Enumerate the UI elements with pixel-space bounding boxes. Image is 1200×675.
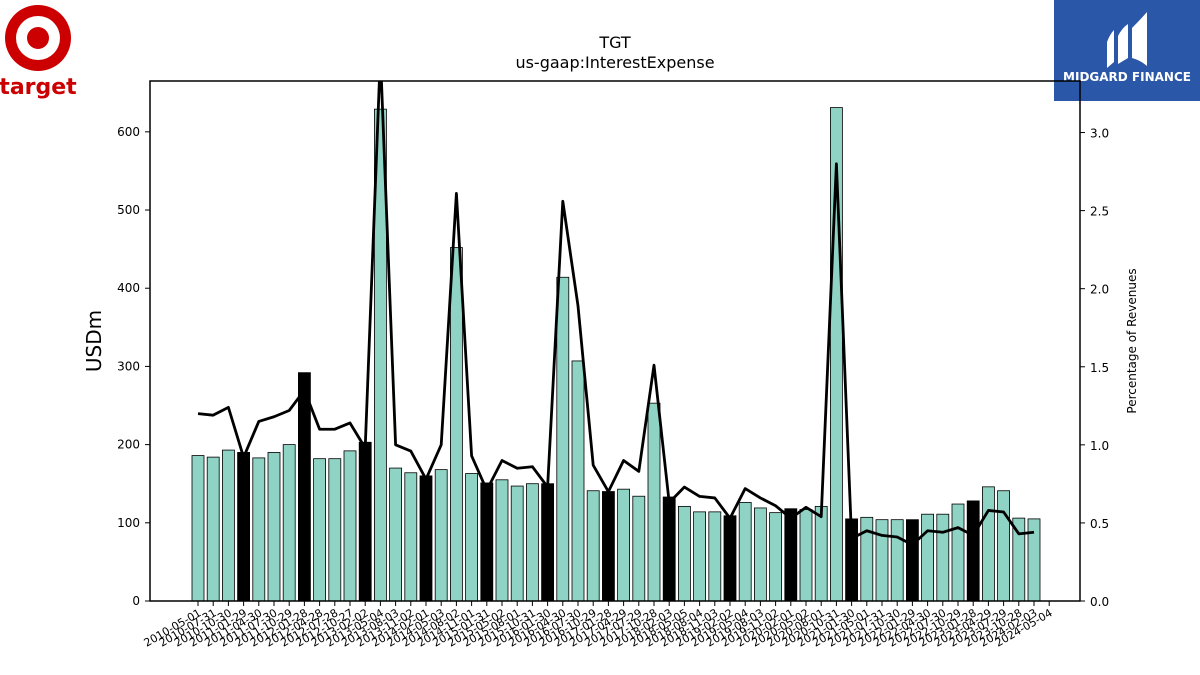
bar-2023-07-29 [997,490,1010,601]
bar-2020-08-01 [814,505,828,601]
bar-2010-10-30 [221,449,235,601]
bar-2012-01-28 [297,372,311,601]
bar-2021-10-30 [890,519,904,601]
bar-2017-01-28 [602,491,615,601]
bar-2019-11-02 [769,512,782,601]
x-axis-ticks: 2010-05-012010-07-312010-10-302011-01-29… [142,601,1055,650]
bars-layer [191,107,1041,601]
line-layer [197,81,1035,547]
y-left-tick-label: 300 [117,359,140,373]
bar-2017-07-29 [632,495,646,601]
bar-2011-10-29 [282,444,296,601]
y-left-tick-label: 400 [117,281,140,295]
y-axis-label-left: USDm [82,310,106,372]
bar-2013-05-04 [373,108,387,601]
y-right-tick-label: 2.5 [1090,205,1109,219]
bar-2010-07-31 [206,456,220,601]
bar-2010-05-01 [191,455,205,601]
target-logo: target [0,5,77,100]
bar-2015-10-31 [526,483,539,601]
bar-2018-05-05 [678,505,691,601]
bar-2022-10-29 [951,503,965,601]
midgard-logo-wordmark: MIDGARD FINANCE [1063,70,1191,84]
y-right-tick-label: 0.0 [1090,595,1109,609]
bar-2020-02-01 [784,508,798,601]
bar-2020-05-02 [799,509,813,601]
bar-2021-07-31 [875,519,889,601]
bar-2014-05-03 [434,469,448,601]
y-left-tick-label: 500 [117,203,140,217]
y-left-tick-label: 0 [132,594,140,608]
bar-2014-11-01 [465,473,479,601]
y-axis-left-ticks: 0 100 200 300 400 500 600 [117,125,150,608]
bar-2011-04-30 [252,457,266,601]
bar-2016-04-30 [556,276,570,601]
bar-2021-05-01 [860,516,874,601]
y-right-tick-label: 0.5 [1090,517,1109,531]
bar-2018-11-03 [708,511,722,601]
bar-2023-01-28 [966,500,980,601]
y-right-tick-label: 2.0 [1090,283,1109,297]
bar-2024-02-03 [1027,518,1041,601]
plot-frame [149,80,1081,602]
bar-2012-07-28 [328,458,342,601]
bar-2019-08-03 [754,507,767,601]
target-logo-bullseye [27,27,49,49]
bar-2012-10-27 [343,450,357,601]
bar-2014-08-02 [449,247,463,601]
bar-2018-02-03 [662,496,676,601]
y-axis-label-right: Percentage of Revenues [1125,268,1139,413]
y-left-tick-label: 600 [117,125,140,139]
midgard-finance-logo: MIDGARD FINANCE [1054,0,1200,101]
bar-2017-04-29 [617,488,630,601]
bar-2014-02-01 [419,475,433,601]
y-right-tick-label: 1.5 [1090,361,1109,375]
bar-2013-08-03 [389,467,403,601]
percentage-of-revenues-line [197,81,1035,547]
bar-2018-08-04 [693,511,706,601]
bar-2016-07-30 [571,360,585,601]
bar-2023-10-28 [1012,517,1026,601]
bar-2019-02-02 [723,515,737,601]
chart-title: TGT [598,33,631,52]
y-axis-right-ticks: 0.0 0.5 1.0 1.5 2.0 2.5 3.0 [1080,127,1109,609]
midgard-logo-mark-icon [1107,12,1147,68]
y-left-tick-label: 100 [117,516,140,530]
bar-2019-05-04 [738,502,752,601]
target-logo-wordmark: target [0,75,77,100]
bar-2013-02-02 [358,441,372,601]
bar-2013-11-02 [404,472,418,601]
bar-2011-07-30 [267,452,281,601]
bar-2015-01-31 [480,482,494,601]
bar-2011-01-29 [237,452,251,601]
chart-subtitle: us-gaap:InterestExpense [515,53,714,72]
bar-2022-07-30 [936,513,950,601]
bar-2017-10-28 [647,402,661,601]
bar-2022-04-30 [921,513,934,601]
bar-2022-01-29 [906,519,919,601]
y-right-tick-label: 3.0 [1090,127,1109,141]
y-right-tick-label: 1.0 [1090,439,1109,453]
bar-2012-04-28 [313,458,327,601]
bar-2015-05-02 [495,479,509,601]
bar-2023-04-29 [982,486,995,601]
bar-2016-01-30 [541,483,554,601]
bar-2016-10-29 [586,490,600,601]
y-left-tick-label: 200 [117,438,140,452]
bar-2015-08-01 [510,485,524,601]
